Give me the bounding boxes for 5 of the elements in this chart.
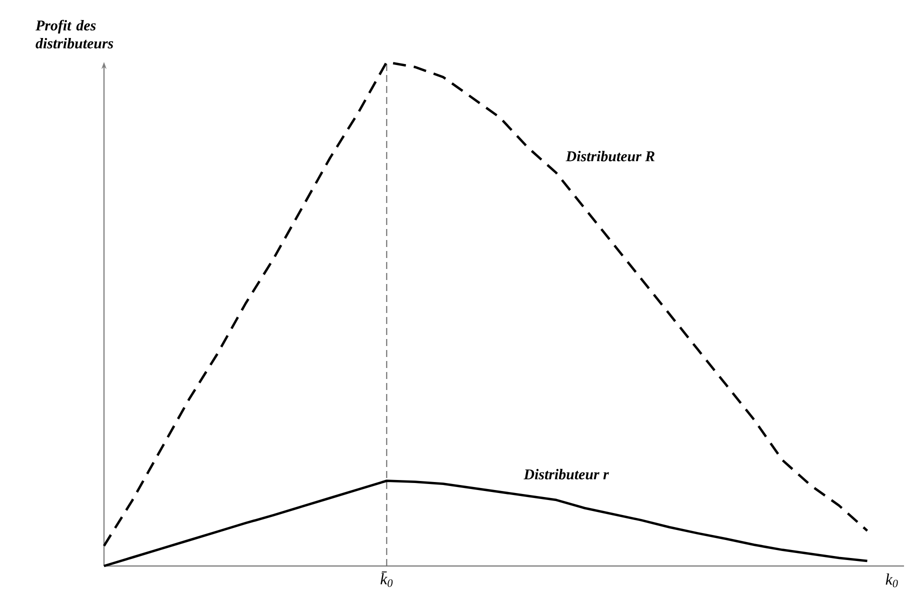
series-label: Distributeur r — [524, 468, 609, 480]
y-axis-title: Profit des distributeurs — [36, 20, 114, 48]
x-axis-title: k$_{0}$ — [886, 574, 898, 588]
series-label: Distributeur R — [566, 150, 655, 162]
text: k̄$_{0}$ — [380, 572, 393, 587]
